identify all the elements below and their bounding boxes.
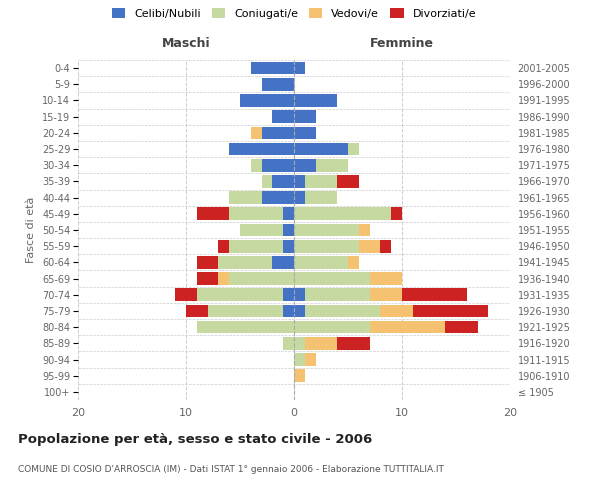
- Bar: [229, 240, 283, 252]
- Bar: [305, 175, 337, 188]
- Bar: [262, 175, 272, 188]
- Bar: [294, 288, 305, 301]
- Bar: [229, 272, 294, 285]
- Bar: [294, 256, 348, 268]
- Bar: [294, 272, 370, 285]
- Bar: [251, 126, 262, 139]
- Bar: [283, 288, 294, 301]
- Bar: [197, 288, 283, 301]
- Bar: [294, 304, 305, 318]
- Bar: [294, 240, 359, 252]
- Bar: [229, 142, 294, 156]
- Text: Popolazione per età, sesso e stato civile - 2006: Popolazione per età, sesso e stato civil…: [18, 432, 372, 446]
- Bar: [370, 288, 402, 301]
- Bar: [294, 208, 391, 220]
- Bar: [294, 126, 316, 139]
- Bar: [197, 321, 294, 334]
- Bar: [294, 321, 370, 334]
- Bar: [218, 240, 229, 252]
- Bar: [175, 288, 197, 301]
- Bar: [218, 272, 229, 285]
- Bar: [251, 62, 294, 74]
- Bar: [186, 304, 208, 318]
- Bar: [197, 272, 218, 285]
- Bar: [305, 337, 337, 349]
- Bar: [283, 337, 294, 349]
- Bar: [208, 304, 283, 318]
- Bar: [348, 142, 359, 156]
- Bar: [305, 353, 316, 366]
- Bar: [229, 208, 283, 220]
- Legend: Celibi/Nubili, Coniugati/e, Vedovi/e, Divorziati/e: Celibi/Nubili, Coniugati/e, Vedovi/e, Di…: [112, 8, 476, 19]
- Bar: [316, 159, 348, 172]
- Bar: [197, 208, 229, 220]
- Bar: [359, 224, 370, 236]
- Bar: [283, 304, 294, 318]
- Bar: [370, 321, 445, 334]
- Bar: [370, 272, 402, 285]
- Bar: [413, 304, 488, 318]
- Bar: [272, 175, 294, 188]
- Bar: [294, 110, 316, 123]
- Bar: [262, 126, 294, 139]
- Bar: [294, 192, 305, 204]
- Bar: [240, 224, 283, 236]
- Bar: [218, 256, 272, 268]
- Bar: [359, 240, 380, 252]
- Bar: [283, 240, 294, 252]
- Text: Femmine: Femmine: [370, 38, 434, 51]
- Bar: [294, 353, 305, 366]
- Bar: [337, 175, 359, 188]
- Bar: [305, 304, 380, 318]
- Bar: [445, 321, 478, 334]
- Bar: [294, 224, 359, 236]
- Bar: [402, 288, 467, 301]
- Bar: [294, 175, 305, 188]
- Bar: [337, 337, 370, 349]
- Bar: [294, 370, 305, 382]
- Bar: [229, 192, 262, 204]
- Bar: [294, 62, 305, 74]
- Bar: [262, 192, 294, 204]
- Bar: [240, 94, 294, 107]
- Bar: [262, 159, 294, 172]
- Text: COMUNE DI COSIO D'ARROSCIA (IM) - Dati ISTAT 1° gennaio 2006 - Elaborazione TUTT: COMUNE DI COSIO D'ARROSCIA (IM) - Dati I…: [18, 466, 444, 474]
- Bar: [294, 159, 316, 172]
- Bar: [262, 78, 294, 90]
- Bar: [380, 304, 413, 318]
- Bar: [305, 192, 337, 204]
- Y-axis label: Fasce di età: Fasce di età: [26, 197, 37, 263]
- Bar: [294, 94, 337, 107]
- Bar: [197, 256, 218, 268]
- Bar: [294, 142, 348, 156]
- Bar: [348, 256, 359, 268]
- Bar: [380, 240, 391, 252]
- Bar: [294, 337, 305, 349]
- Text: Maschi: Maschi: [161, 38, 211, 51]
- Bar: [391, 208, 402, 220]
- Bar: [251, 159, 262, 172]
- Bar: [283, 224, 294, 236]
- Bar: [272, 110, 294, 123]
- Bar: [305, 288, 370, 301]
- Bar: [272, 256, 294, 268]
- Bar: [283, 208, 294, 220]
